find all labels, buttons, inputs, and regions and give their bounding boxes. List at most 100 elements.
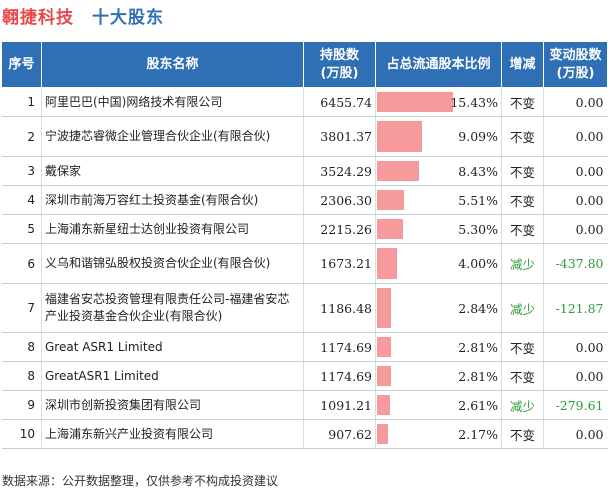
row-index: 9 [1,390,42,420]
row-change: 不变 [501,419,544,449]
pct-text: 2.61% [458,397,498,413]
table-row: 5 上海浦东新星纽士达创业投资有限公司 2215.26 5.30% 不变 0.00 [1,214,608,244]
row-change-amount: 0.00 [543,156,608,186]
header-shares: 持股数 (万股) [303,41,376,88]
row-pct: 15.43% [375,87,502,117]
row-index: 3 [1,156,42,186]
row-name: 深圳市创新投资集团有限公司 [41,390,304,420]
header-change: 增减 [501,41,544,88]
row-change: 不变 [501,361,544,391]
row-change: 不变 [501,185,544,215]
row-shares: 1673.21 [303,243,376,284]
pct-bar [377,161,419,181]
row-pct: 5.30% [375,214,502,244]
company-title: 翱捷科技 [2,8,74,28]
pct-text: 5.30% [458,221,498,237]
row-shares: 1186.48 [303,283,376,333]
row-change-amount: 0.00 [543,87,608,117]
row-index: 5 [1,214,42,244]
header-pct: 占总流通股本比例 [375,41,502,88]
table-row: 1 阿里巴巴(中国)网络技术有限公司 6455.74 15.43% 不变 0.00 [1,87,608,117]
row-change-amount: 0.00 [543,214,608,244]
pct-text: 2.84% [458,300,498,316]
pct-text: 9.09% [458,129,498,144]
pct-text: 8.43% [458,163,498,179]
header-name: 股东名称 [41,41,304,88]
pct-text: 2.17% [458,426,498,442]
pct-text: 5.51% [458,192,498,208]
row-index: 10 [1,419,42,449]
pct-bar [377,395,390,415]
row-change-amount: 0.00 [543,116,608,157]
pct-bar [377,92,453,112]
row-change-amount: 0.00 [543,419,608,449]
row-shares: 907.62 [303,419,376,449]
row-pct: 2.17% [375,419,502,449]
pct-text: 4.00% [458,256,498,271]
row-pct: 9.09% [375,116,502,157]
row-pct: 2.61% [375,390,502,420]
row-change-amount: 0.00 [543,185,608,215]
row-index: 7 [1,283,42,333]
table-row: 3 戴保家 3524.29 8.43% 不变 0.00 [1,156,608,186]
row-shares: 2215.26 [303,214,376,244]
pct-text: 15.43% [450,94,498,110]
row-change-amount: 0.00 [543,332,608,362]
row-change: 不变 [501,214,544,244]
row-change: 减少 [501,283,544,333]
row-change: 不变 [501,116,544,157]
table-row: 8 GreatASR1 Limited 1174.69 2.81% 不变 0.00 [1,361,608,391]
pct-bar [377,366,391,386]
pct-bar [377,337,391,357]
pct-bar [377,424,388,444]
table-row: 10 上海浦东新兴产业投资有限公司 907.62 2.17% 不变 0.00 [1,419,608,449]
row-shares: 1174.69 [303,332,376,362]
row-shares: 1174.69 [303,361,376,391]
row-index: 2 [1,116,42,157]
row-change: 不变 [501,156,544,186]
row-name: 福建省安芯投资管理有限责任公司-福建省安芯产业投资基金合伙企业(有限合伙) [41,283,304,333]
row-name: 深圳市前海万容红土投资基金(有限合伙) [41,185,304,215]
row-change: 减少 [501,243,544,284]
pct-bar [377,288,391,328]
row-shares: 1091.21 [303,390,376,420]
row-index: 6 [1,243,42,284]
row-index: 4 [1,185,42,215]
row-name: 戴保家 [41,156,304,186]
row-pct: 4.00% [375,243,502,284]
row-pct: 2.84% [375,283,502,333]
table-row: 8 Great ASR1 Limited 1174.69 2.81% 不变 0.00 [1,332,608,362]
row-index: 1 [1,87,42,117]
row-shares: 3524.29 [303,156,376,186]
pct-bar [377,248,397,279]
row-change-amount: -121.87 [543,283,608,333]
row-name: 宁波捷芯睿微企业管理合伙企业(有限合伙) [41,116,304,157]
row-name: 阿里巴巴(中国)网络技术有限公司 [41,87,304,117]
row-name: 上海浦东新星纽士达创业投资有限公司 [41,214,304,244]
row-name: 上海浦东新兴产业投资有限公司 [41,419,304,449]
row-change: 减少 [501,390,544,420]
table-row: 7 福建省安芯投资管理有限责任公司-福建省安芯产业投资基金合伙企业(有限合伙) 11… [1,283,608,333]
row-index: 8 [1,332,42,362]
row-pct: 2.81% [375,361,502,391]
section-title: 十大股东 [92,8,164,28]
row-name: 义乌和谐锦弘股权投资合伙企业(有限合伙) [41,243,304,284]
row-change: 不变 [501,87,544,117]
row-pct: 5.51% [375,185,502,215]
row-change-amount: -437.80 [543,243,608,284]
pct-bar [377,190,405,210]
table-row: 9 深圳市创新投资集团有限公司 1091.21 2.61% 减少 -279.61 [1,390,608,420]
title-bar: 翱捷科技 十大股东 [0,0,608,34]
table-row: 4 深圳市前海万容红土投资基金(有限合伙) 2306.30 5.51% 不变 0.00 [1,185,608,215]
footer-source: 数据来源：公开数据整理，仅供参考不构成投资建议 [2,474,279,488]
row-change: 不变 [501,332,544,362]
table-body: 1 阿里巴巴(中国)网络技术有限公司 6455.74 15.43% 不变 0.00 2 宁波捷… [1,87,608,449]
pct-bar [377,121,422,152]
table-row: 2 宁波捷芯睿微企业管理合伙企业(有限合伙) 3801.37 9.09% 不变 0.00 [1,116,608,157]
header-index: 序号 [1,41,42,88]
row-change-amount: -279.61 [543,390,608,420]
shareholders-table: 序号 股东名称 持股数 (万股) 占总流通股本比例 增减 变动股数 (万股) 1… [1,41,608,449]
row-name: GreatASR1 Limited [41,361,304,391]
pct-bar [377,219,404,239]
header-change-amount: 变动股数 (万股) [543,41,608,88]
